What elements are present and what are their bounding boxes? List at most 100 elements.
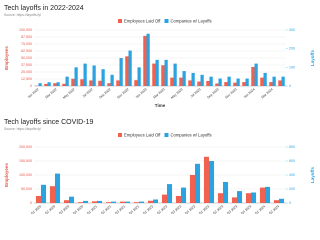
bar bbox=[128, 50, 132, 86]
y-tick-label: 200,000 bbox=[19, 145, 32, 149]
y-tick-label: 62,500 bbox=[21, 49, 32, 53]
chart-title: Tech layoffs in 2022-2024 bbox=[4, 5, 84, 12]
bar bbox=[134, 80, 138, 86]
bar bbox=[209, 161, 215, 203]
bar bbox=[125, 201, 131, 203]
bar bbox=[227, 76, 231, 86]
bar bbox=[206, 80, 210, 86]
bar bbox=[101, 69, 105, 86]
x-tick-label: Jul 2022 bbox=[82, 87, 94, 98]
bar bbox=[63, 200, 69, 203]
x-tick-label: Q3 2021 bbox=[114, 204, 126, 214]
bar bbox=[218, 78, 222, 86]
bar bbox=[83, 63, 87, 86]
x-axis-label: Time bbox=[155, 103, 166, 108]
bar bbox=[273, 200, 279, 203]
x-tick-label: Q3 2023 bbox=[226, 204, 238, 214]
bar bbox=[110, 74, 114, 86]
bar bbox=[179, 77, 183, 86]
bar bbox=[89, 80, 93, 86]
x-tick-label: May 2023 bbox=[170, 87, 184, 99]
bar bbox=[97, 200, 103, 203]
bar bbox=[265, 186, 271, 203]
legend-label: Employees Laid Off bbox=[124, 18, 161, 23]
x-tick-label: Q1 2020 bbox=[30, 204, 42, 214]
bar bbox=[47, 82, 51, 86]
bar bbox=[38, 83, 42, 86]
y-tick-label: 150,000 bbox=[19, 159, 32, 163]
x-tick-label: Q4 2022 bbox=[184, 204, 196, 214]
bar bbox=[147, 200, 153, 203]
bar bbox=[203, 156, 209, 203]
bar bbox=[170, 77, 174, 86]
legend-label: Employees Laid Off bbox=[124, 132, 161, 137]
legend-label: Companies w/ Layoffs bbox=[170, 18, 211, 23]
x-tick-label: Q1 2021 bbox=[86, 204, 98, 214]
bar bbox=[98, 80, 102, 86]
x-tick-label: Mar 2023 bbox=[152, 87, 165, 99]
y-tick-label: 75,000 bbox=[21, 42, 32, 46]
bar bbox=[188, 80, 192, 86]
x-tick-label: Q4 2020 bbox=[72, 204, 84, 214]
bar bbox=[242, 82, 246, 86]
legend-swatch bbox=[118, 133, 122, 137]
y2-tick-label: 0 bbox=[289, 201, 291, 205]
bar bbox=[80, 79, 84, 86]
bar bbox=[281, 76, 285, 86]
bar bbox=[167, 184, 173, 203]
bar bbox=[49, 186, 55, 203]
bar bbox=[56, 82, 60, 86]
x-tick-label: Mar 2024 bbox=[260, 87, 273, 99]
x-tick-label: Jan 2023 bbox=[135, 87, 148, 99]
bar bbox=[71, 78, 75, 86]
bar bbox=[233, 82, 237, 86]
bar bbox=[164, 59, 168, 86]
y-tick-label: 37,500 bbox=[21, 63, 32, 67]
legend-label: Companies w/ Layoffs bbox=[170, 132, 211, 137]
x-tick-label: May 2022 bbox=[62, 87, 76, 99]
y2-tick-label: 800 bbox=[289, 145, 295, 149]
x-tick-label: Jan 2022 bbox=[27, 87, 40, 99]
bar bbox=[182, 71, 186, 86]
x-tick-label: Q2 2021 bbox=[100, 204, 112, 214]
y2-tick-label: 400 bbox=[289, 173, 295, 177]
bar bbox=[155, 59, 159, 86]
bar bbox=[139, 201, 145, 203]
bar bbox=[161, 194, 167, 203]
legend-swatch bbox=[164, 19, 169, 23]
bar bbox=[91, 201, 97, 203]
bar bbox=[83, 200, 89, 203]
y-tick-label: 12,500 bbox=[21, 77, 32, 81]
bar bbox=[181, 187, 187, 203]
bar bbox=[65, 76, 69, 86]
bar bbox=[259, 187, 265, 203]
bar bbox=[195, 163, 201, 203]
bar bbox=[245, 78, 249, 86]
bar bbox=[161, 65, 165, 86]
x-tick-label: Jan 2024 bbox=[243, 87, 256, 99]
y-tick-label: 100,000 bbox=[19, 28, 32, 32]
bar bbox=[119, 201, 125, 203]
y2-tick-label: 300 bbox=[289, 28, 295, 32]
x-tick-label: Nov 2023 bbox=[224, 87, 238, 99]
bar bbox=[35, 196, 41, 203]
y-axis-label: Employees bbox=[4, 46, 9, 70]
bar bbox=[245, 193, 251, 203]
bar bbox=[69, 196, 75, 203]
bar bbox=[279, 198, 285, 203]
x-tick-label: Nov 2022 bbox=[116, 87, 130, 99]
y-tick-label: 0 bbox=[30, 201, 32, 205]
bar bbox=[143, 35, 147, 86]
bar bbox=[62, 83, 66, 86]
x-tick-label: Q4 2023 bbox=[240, 204, 252, 214]
bar bbox=[209, 76, 213, 86]
y2-tick-label: 200 bbox=[289, 47, 295, 51]
chart-title: Tech layoffs since COVID-19 bbox=[4, 119, 93, 126]
y-tick-label: 25,000 bbox=[21, 70, 32, 74]
y2-tick-label: 600 bbox=[289, 159, 295, 163]
bar bbox=[173, 63, 177, 86]
bar bbox=[41, 184, 47, 203]
x-tick-label: Q2 2020 bbox=[44, 204, 56, 214]
bar bbox=[251, 66, 255, 86]
